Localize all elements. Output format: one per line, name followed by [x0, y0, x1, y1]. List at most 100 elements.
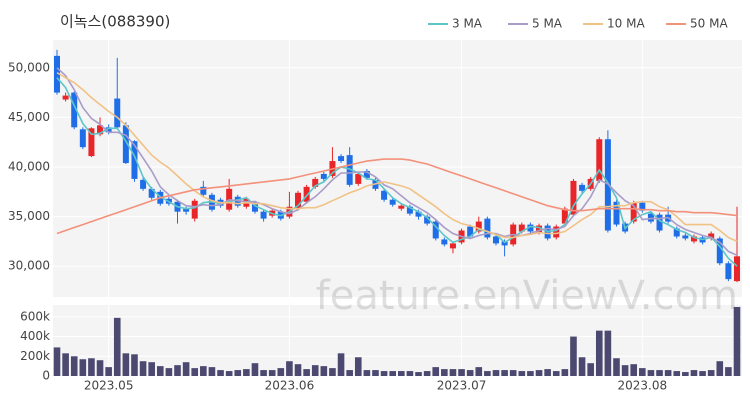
candle-body [432, 221, 439, 239]
volume-bar [527, 371, 534, 376]
volume-bar [664, 370, 672, 376]
volume-bar [682, 372, 689, 376]
legend-label: 3 MA [452, 17, 483, 31]
volume-bar [225, 371, 233, 376]
volume-bar [105, 367, 112, 376]
volume-bar [88, 358, 95, 376]
candle-body [630, 202, 637, 222]
candle-body [415, 211, 422, 217]
candle-body [424, 216, 431, 224]
volume-bar [208, 367, 216, 376]
candle-body [363, 170, 370, 178]
y-tick-label: 30,000 [8, 259, 50, 273]
volume-bar [733, 306, 741, 376]
candle-body [381, 190, 388, 200]
volume-bar [561, 369, 569, 376]
volume-bar [131, 354, 138, 376]
candle-body [647, 213, 654, 222]
volume-bar [122, 353, 130, 376]
volume-tick-label: 600k [20, 309, 50, 323]
watermark: feature.enViewV.com [316, 273, 738, 319]
candle-body [148, 188, 155, 198]
candle-body [484, 218, 491, 238]
legend-label: 5 MA [532, 17, 563, 31]
volume-bar [380, 371, 388, 376]
volume-bar [630, 364, 638, 376]
candle-body [475, 221, 482, 232]
candle-body [131, 141, 138, 179]
candle-body [467, 226, 474, 237]
candle-body [346, 155, 353, 185]
volume-bar [690, 370, 698, 376]
volume-bar [578, 357, 586, 376]
volume-bar [251, 363, 259, 376]
candle-body [579, 184, 586, 191]
volume-bar [277, 368, 285, 376]
volume-bar [294, 364, 302, 376]
candle-body [355, 173, 362, 184]
candle-body [398, 205, 405, 209]
volume-bar [518, 371, 526, 376]
candle-body [140, 179, 147, 189]
candle-body [527, 224, 534, 232]
y-tick-label: 45,000 [8, 110, 50, 124]
candle-body [71, 92, 78, 128]
candle-body [639, 202, 646, 211]
candle-body [312, 178, 319, 187]
ma-line [56, 158, 738, 235]
candle-body [320, 173, 327, 179]
candle-body [97, 125, 104, 135]
volume-bar [535, 370, 543, 376]
volume-bar [96, 360, 104, 376]
candle-body [492, 236, 499, 244]
volume-bar [621, 365, 629, 376]
volume-bar [406, 371, 414, 376]
volume-bar [432, 367, 440, 376]
volume-bar [613, 358, 620, 376]
candle-body [501, 241, 508, 246]
volume-bar [423, 371, 431, 376]
volume-bar [113, 317, 121, 376]
volume-bar [165, 368, 173, 376]
x-tick-label: 2023.08 [618, 379, 668, 393]
candle-body [449, 243, 456, 249]
candle-body [114, 98, 121, 128]
volume-bar [716, 361, 724, 376]
candle-body [183, 208, 190, 212]
candle-body [406, 206, 413, 214]
volume-bar [587, 363, 594, 376]
y-tick-label: 35,000 [8, 209, 50, 223]
volume-bar [337, 353, 345, 376]
volume-bar [346, 370, 353, 376]
candle-body [682, 235, 689, 239]
y-tick-label: 50,000 [8, 60, 50, 74]
volume-bar [707, 370, 715, 376]
x-tick-label: 2023.06 [265, 379, 315, 393]
volume-bar [217, 370, 224, 376]
volume-bar [182, 362, 190, 376]
chart-title: 이녹스(088390) [60, 13, 170, 31]
volume-bar [484, 371, 491, 376]
candle-body [536, 225, 543, 233]
candle-body [690, 236, 697, 242]
volume-bar [449, 369, 457, 376]
volume-bar [725, 367, 732, 376]
volume-bar [509, 370, 517, 376]
candle-body [79, 129, 86, 148]
candle-body [716, 238, 723, 264]
volume-bar [673, 371, 681, 376]
volume-bar [148, 362, 155, 376]
ma-line [56, 77, 738, 267]
candle-body [122, 125, 129, 164]
candle-body [441, 239, 448, 245]
legend-label: 10 MA [607, 17, 645, 31]
volume-bar [466, 370, 474, 376]
volume-bar [363, 370, 371, 376]
volume-bar [492, 370, 500, 376]
candle-body [295, 192, 302, 209]
volume-bar [234, 370, 242, 376]
volume-bar [79, 359, 87, 376]
volume-bar [475, 367, 483, 376]
